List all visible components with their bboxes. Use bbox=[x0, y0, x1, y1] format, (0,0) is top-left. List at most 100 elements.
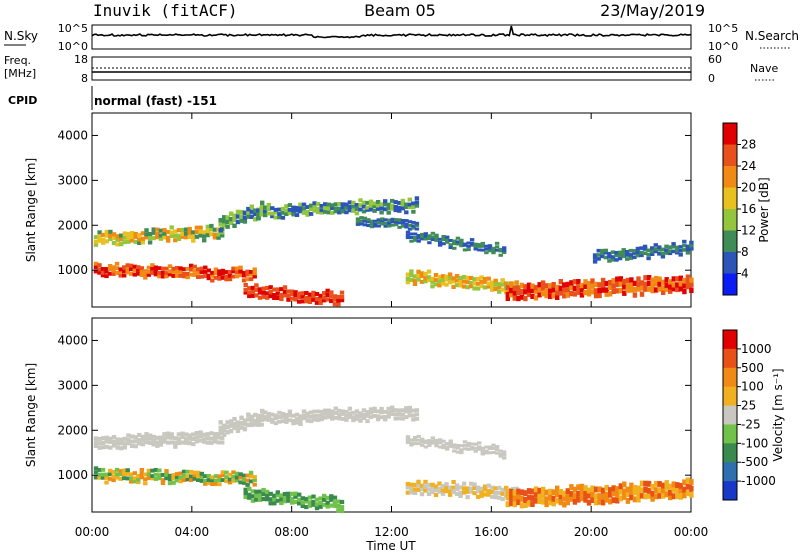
echo-cell bbox=[646, 286, 652, 292]
echo-cell bbox=[423, 445, 428, 449]
echo-cell bbox=[326, 411, 331, 416]
echo-cell bbox=[289, 491, 295, 496]
cpid-value: normal (fast) -151 bbox=[94, 94, 217, 108]
x-tick-label: 12:00 bbox=[374, 525, 409, 539]
echo-cell bbox=[217, 474, 222, 479]
echo-cell bbox=[261, 497, 266, 502]
echo-cell bbox=[592, 253, 598, 257]
echo-cell bbox=[150, 468, 155, 473]
echo-cell bbox=[486, 281, 491, 286]
echo-cell bbox=[387, 218, 392, 222]
echo-cell bbox=[254, 293, 259, 298]
echo-cell bbox=[202, 437, 207, 442]
velocity-colorbar-label: Velocity [m s⁻¹] bbox=[771, 368, 785, 461]
echo-cell bbox=[533, 288, 539, 295]
echo-cell bbox=[512, 489, 517, 496]
echo-cell bbox=[169, 440, 174, 445]
echo-cell bbox=[291, 212, 296, 217]
echo-cell bbox=[650, 252, 655, 256]
echo-cell bbox=[615, 497, 620, 504]
echo-cell bbox=[144, 440, 149, 445]
echo-cell bbox=[147, 440, 153, 445]
echo-cell bbox=[212, 439, 218, 444]
echo-cell bbox=[562, 287, 567, 293]
echo-cell bbox=[445, 235, 450, 239]
echo-cell bbox=[253, 412, 258, 418]
echo-cell bbox=[266, 203, 271, 207]
echo-cell bbox=[484, 451, 489, 455]
echo-cell bbox=[151, 236, 156, 241]
echo-cell bbox=[469, 238, 475, 242]
echo-cell bbox=[405, 230, 411, 234]
echo-cell bbox=[689, 491, 694, 498]
echo-cell bbox=[393, 205, 398, 209]
echo-cell bbox=[176, 441, 182, 446]
echo-cell bbox=[682, 248, 687, 252]
echo-cell bbox=[558, 493, 563, 500]
echo-cell bbox=[97, 267, 102, 272]
echo-cell bbox=[555, 284, 560, 291]
echo-cell bbox=[437, 489, 442, 494]
echo-cell bbox=[202, 234, 207, 239]
echo-cell bbox=[169, 230, 174, 235]
echo-cell bbox=[477, 445, 482, 449]
echo-cell bbox=[191, 230, 196, 235]
echo-cell bbox=[191, 432, 196, 437]
echo-cell bbox=[530, 283, 535, 289]
echo-cell bbox=[118, 477, 123, 481]
echo-cell bbox=[150, 266, 155, 271]
echo-cell bbox=[409, 482, 414, 487]
echo-cell bbox=[454, 278, 460, 283]
echo-cell bbox=[147, 433, 153, 438]
echo-cell bbox=[308, 414, 314, 419]
echo-cell bbox=[259, 422, 264, 427]
echo-cell bbox=[362, 216, 368, 220]
echo-cell bbox=[213, 271, 219, 276]
echo-cell bbox=[185, 266, 190, 271]
echo-cell bbox=[618, 281, 623, 287]
echo-cell bbox=[494, 245, 500, 249]
echo-cell bbox=[151, 227, 156, 232]
echo-cell bbox=[192, 473, 197, 478]
echo-cell bbox=[212, 436, 218, 441]
echo-cell bbox=[416, 234, 421, 237]
echo-cell bbox=[386, 202, 391, 207]
echo-cell bbox=[441, 443, 446, 447]
echo-cell bbox=[122, 240, 127, 245]
echo-cell bbox=[199, 274, 204, 279]
echo-cell bbox=[412, 442, 418, 446]
echo-cell bbox=[355, 220, 361, 224]
echo-cell bbox=[412, 281, 418, 286]
echo-cell bbox=[133, 439, 138, 444]
echo-cell bbox=[423, 237, 428, 241]
echo-cell bbox=[180, 440, 185, 445]
echo-cell bbox=[164, 266, 169, 271]
echo-cell bbox=[493, 278, 498, 283]
echo-cell bbox=[319, 210, 324, 215]
colorbar-swatch bbox=[723, 462, 737, 482]
echo-cell bbox=[455, 446, 461, 450]
echo-cell bbox=[111, 439, 117, 444]
echo-cell bbox=[671, 481, 676, 488]
echo-cell bbox=[397, 412, 402, 417]
echo-cell bbox=[358, 198, 363, 203]
echo-cell bbox=[523, 502, 528, 508]
echo-cell bbox=[530, 495, 535, 501]
echo-cell bbox=[397, 416, 402, 421]
echo-cell bbox=[242, 427, 248, 432]
echo-cell bbox=[155, 443, 160, 448]
echo-cell bbox=[160, 481, 166, 485]
echo-cell bbox=[314, 292, 320, 297]
echo-cell bbox=[107, 472, 113, 477]
echo-cell bbox=[590, 278, 595, 284]
echo-cell bbox=[263, 417, 268, 422]
echo-cell bbox=[414, 221, 420, 225]
echo-cell bbox=[279, 493, 284, 498]
echo-cell bbox=[107, 271, 113, 276]
echo-cell bbox=[617, 256, 623, 261]
echo-cell bbox=[682, 288, 687, 295]
echo-cell bbox=[210, 478, 215, 483]
echo-cell bbox=[472, 277, 477, 282]
echo-cell bbox=[351, 410, 356, 415]
echo-cell bbox=[224, 470, 229, 475]
